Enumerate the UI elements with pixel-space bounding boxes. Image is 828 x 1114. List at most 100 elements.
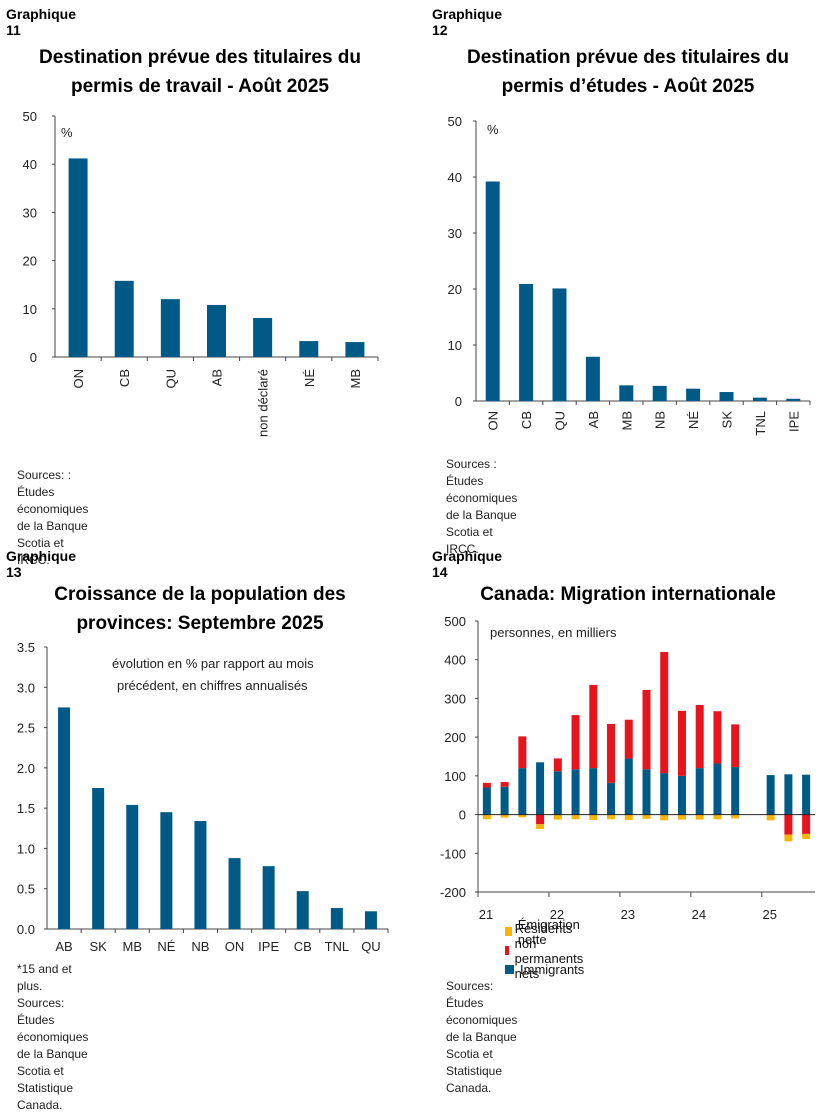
bar-emigration bbox=[482, 814, 491, 820]
legend-swatch-red bbox=[505, 946, 509, 955]
chart-title-line2: permis de travail - Août 2025 bbox=[70, 76, 329, 97]
y-tick-label: 0.0 bbox=[17, 922, 35, 937]
x-tick-label: 21 bbox=[479, 907, 493, 922]
bar bbox=[552, 288, 567, 401]
bar-immigrants bbox=[571, 769, 580, 815]
bar-emigration bbox=[731, 814, 740, 819]
bar-emigration bbox=[624, 814, 633, 820]
x-tick-label: TNL bbox=[325, 939, 350, 954]
y-tick-label: 500 bbox=[444, 614, 466, 629]
bar-emigration bbox=[766, 814, 775, 821]
source-note: Sources: Études économiques de la Banque… bbox=[446, 978, 517, 1097]
source-note: Sources: : Études économiques de la Banq… bbox=[17, 468, 89, 567]
note-line2: précédent, en chiffres annualisés bbox=[117, 678, 308, 693]
legend-swatch-yellow bbox=[505, 927, 512, 936]
x-tick-label: CB bbox=[294, 939, 312, 954]
x-tick-label: MB bbox=[348, 369, 363, 389]
bar bbox=[262, 866, 275, 929]
x-tick-label: 23 bbox=[621, 907, 635, 922]
bar-immigrants bbox=[784, 774, 793, 815]
chart-title-line1: Destination prévue des titulaires du bbox=[466, 47, 790, 68]
y-tick-label: 1.0 bbox=[17, 841, 35, 856]
y-tick-label: 400 bbox=[444, 653, 466, 668]
x-tick-label: ON bbox=[486, 411, 501, 431]
x-tick-label: NB bbox=[653, 411, 668, 429]
legend-item-emigration: Émigration nette bbox=[505, 917, 589, 947]
y-tick-label: 50 bbox=[23, 109, 37, 124]
bar-nonpermanent bbox=[784, 814, 793, 835]
bar-nonpermanent bbox=[802, 814, 811, 834]
y-tick-label: 50 bbox=[448, 114, 462, 129]
x-tick-label: MB bbox=[123, 939, 143, 954]
chart-title-line1: Destination prévue des titulaires du bbox=[38, 47, 362, 68]
source-line1: Sources : Études économiques de la Banqu… bbox=[446, 457, 518, 539]
bar bbox=[786, 398, 801, 401]
y-tick-label: 40 bbox=[448, 170, 462, 185]
y-tick-label: 100 bbox=[444, 769, 466, 784]
bar-nonpermanent bbox=[642, 689, 651, 770]
y-tick-label: 20 bbox=[23, 254, 37, 269]
bar bbox=[686, 388, 701, 401]
bar-nonpermanent bbox=[731, 724, 740, 767]
y-tick-label: 3.5 bbox=[17, 640, 35, 655]
bar bbox=[92, 788, 105, 929]
bar-emigration bbox=[642, 814, 651, 819]
x-tick-label: non déclaré bbox=[256, 369, 271, 437]
bar-emigration bbox=[695, 814, 704, 820]
bar-immigrants bbox=[642, 769, 651, 815]
bar bbox=[752, 397, 767, 401]
y-tick-label: 2.5 bbox=[17, 721, 35, 736]
bar-immigrants bbox=[518, 768, 527, 815]
bar bbox=[364, 911, 377, 929]
legend-label: Émigration nette bbox=[517, 916, 580, 947]
source-line2: Statistique Canada. bbox=[17, 1081, 74, 1112]
graph-label: Graphique 14 bbox=[432, 548, 503, 580]
y-tick-label: 0.5 bbox=[17, 882, 35, 897]
bar-immigrants bbox=[536, 762, 545, 815]
y-tick-label: 0 bbox=[455, 394, 462, 409]
graph-label: Graphique 13 bbox=[6, 548, 77, 580]
bar-immigrants bbox=[731, 766, 740, 815]
bar-nonpermanent bbox=[571, 715, 580, 770]
bar bbox=[299, 341, 319, 357]
x-tick-label: 25 bbox=[763, 907, 777, 922]
bar-nonpermanent bbox=[589, 684, 598, 769]
y-tick-label: 300 bbox=[444, 691, 466, 706]
chart-title: Destination prévue des titulaires du per… bbox=[428, 43, 828, 101]
bar bbox=[68, 158, 88, 357]
y-tick-label: 30 bbox=[23, 205, 37, 220]
source-line2: Statistique Canada. bbox=[446, 1064, 503, 1095]
bar bbox=[519, 283, 534, 401]
y-tick-label: 10 bbox=[448, 338, 462, 353]
bar-immigrants bbox=[500, 786, 509, 815]
bar-immigrants bbox=[482, 787, 491, 815]
x-tick-label: CB bbox=[519, 411, 534, 429]
bar bbox=[126, 804, 139, 929]
bar-immigrants bbox=[802, 774, 811, 815]
bar bbox=[585, 356, 600, 401]
bar bbox=[652, 385, 667, 401]
stacked-bar-chart: personnes, en milliers -200 -100 0 100 200 30… bbox=[440, 614, 815, 922]
bar bbox=[330, 908, 343, 929]
x-tick-label: AB bbox=[210, 369, 225, 386]
source-line1: Sources: Études économiques de la Banque… bbox=[446, 979, 518, 1061]
bar-immigrants bbox=[766, 775, 775, 815]
bar-emigration bbox=[802, 833, 811, 839]
x-tick-label: ON bbox=[225, 939, 245, 954]
y-tick-label: 40 bbox=[23, 157, 37, 172]
x-tick-label: MB bbox=[619, 411, 634, 431]
bar-emigration bbox=[518, 814, 527, 818]
bar-immigrants bbox=[624, 758, 633, 815]
footnote: *15 and et plus. bbox=[17, 962, 72, 993]
bar-emigration bbox=[677, 814, 686, 820]
x-tick-label: 22 bbox=[550, 907, 564, 922]
y-tick-label: 30 bbox=[448, 226, 462, 241]
bar-immigrants bbox=[677, 775, 686, 815]
y-tick-label: 2.0 bbox=[17, 761, 35, 776]
x-tick-label: NÉ bbox=[686, 411, 701, 429]
bar-nonpermanent bbox=[553, 758, 562, 772]
bar-nonpermanent bbox=[607, 723, 616, 783]
x-tick-label: NÉ bbox=[302, 369, 317, 387]
bar bbox=[619, 385, 634, 401]
x-tick-label: SK bbox=[720, 411, 735, 429]
